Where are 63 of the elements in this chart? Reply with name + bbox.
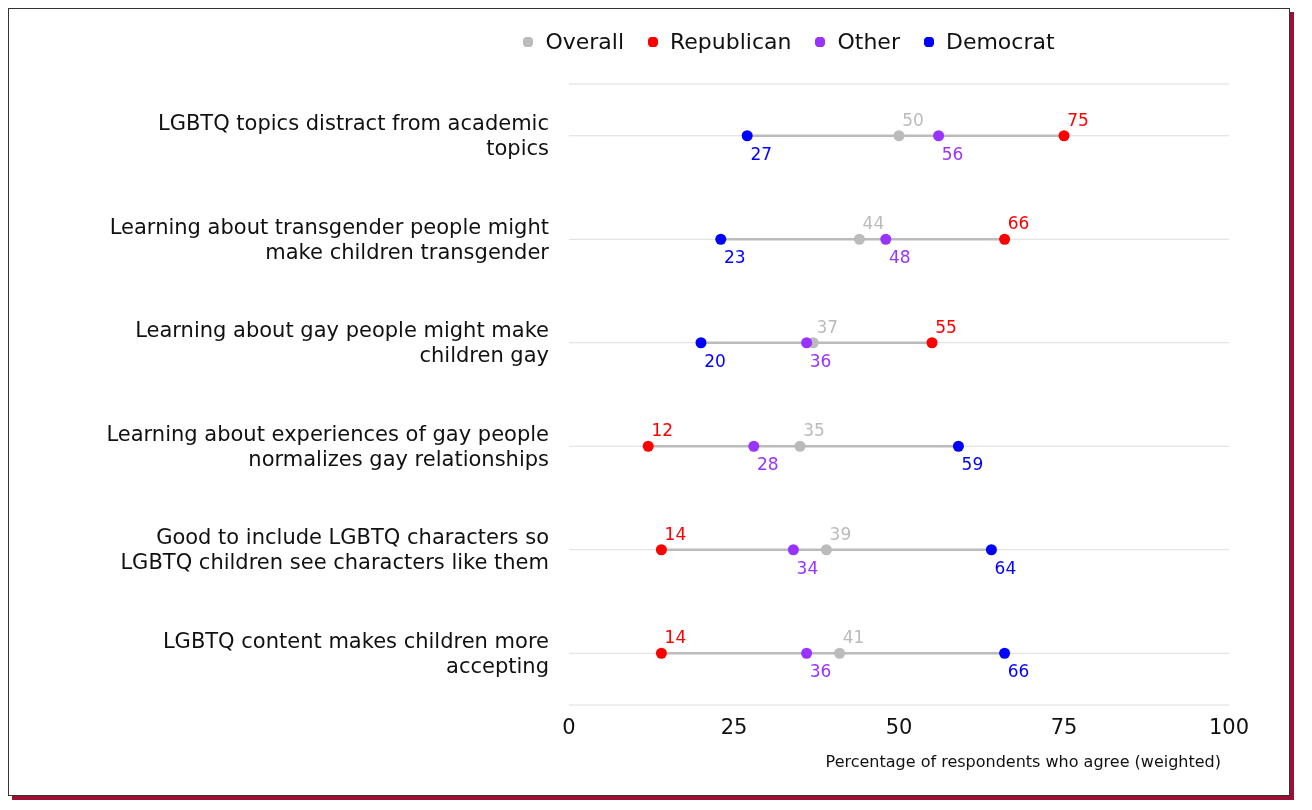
point bbox=[695, 337, 707, 349]
data-label: 50 bbox=[902, 109, 924, 130]
data-label: 75 bbox=[1067, 109, 1089, 130]
point bbox=[801, 337, 813, 349]
point bbox=[820, 544, 832, 556]
y-tick-label: Learning about gay people might make children gay bbox=[135, 318, 549, 368]
data-label: 20 bbox=[704, 350, 726, 371]
y-tick-label: Good to include LGBTQ characters so LGBTQ children see characters like them bbox=[120, 525, 549, 575]
point bbox=[1058, 130, 1070, 142]
x-tick-label: 100 bbox=[1208, 714, 1250, 739]
legend-label: Other bbox=[836, 29, 900, 54]
data-label: 66 bbox=[1007, 661, 1030, 682]
point bbox=[655, 544, 667, 556]
data-label: 59 bbox=[961, 454, 984, 475]
data-label: 23 bbox=[723, 247, 746, 268]
data-label: 39 bbox=[829, 523, 852, 544]
data-label: 27 bbox=[750, 143, 773, 164]
data-label: 14 bbox=[664, 523, 687, 544]
data-label: 36 bbox=[809, 350, 832, 371]
data-label: 12 bbox=[651, 420, 674, 441]
point bbox=[985, 544, 997, 556]
y-tick-label: Learning about experiences of gay people normalizes gay relationships bbox=[106, 421, 549, 471]
x-axis-title: Percentage of respondents who agree (weighted) bbox=[825, 752, 1221, 771]
point bbox=[801, 647, 813, 659]
point bbox=[794, 440, 806, 452]
point bbox=[655, 647, 667, 659]
data-label: 55 bbox=[935, 316, 957, 337]
point bbox=[741, 130, 753, 142]
point bbox=[715, 233, 727, 245]
point bbox=[787, 544, 799, 556]
point bbox=[642, 440, 654, 452]
data-label: 36 bbox=[809, 661, 832, 682]
point bbox=[748, 440, 760, 452]
point bbox=[853, 233, 865, 245]
x-tick-label: 25 bbox=[720, 714, 748, 739]
data-label: 66 bbox=[1007, 213, 1030, 234]
y-tick-label: LGBTQ topics distract from academic topics bbox=[157, 111, 549, 161]
legend-label: Overall bbox=[544, 29, 625, 54]
x-tick-label: 50 bbox=[885, 714, 913, 739]
x-tick-label: 75 bbox=[1050, 714, 1078, 739]
data-label: 37 bbox=[816, 316, 839, 337]
legend-label: Republican bbox=[669, 29, 792, 54]
data-label: 56 bbox=[941, 143, 964, 164]
legend-label: Democrat bbox=[944, 29, 1055, 54]
point bbox=[834, 647, 846, 659]
data-label: 34 bbox=[796, 557, 819, 578]
y-tick-label: LGBTQ content makes children more accepting bbox=[162, 628, 549, 678]
point bbox=[999, 233, 1011, 245]
data-label: 48 bbox=[888, 247, 911, 268]
point bbox=[893, 130, 905, 142]
point bbox=[999, 647, 1011, 659]
point bbox=[926, 337, 938, 349]
point bbox=[880, 233, 892, 245]
data-label: 44 bbox=[862, 213, 885, 234]
point bbox=[952, 440, 964, 452]
x-tick-label: 0 bbox=[562, 714, 576, 739]
data-label: 64 bbox=[994, 557, 1017, 578]
data-label: 35 bbox=[803, 420, 825, 441]
data-label: 41 bbox=[842, 627, 865, 648]
point bbox=[933, 130, 945, 142]
data-label: 28 bbox=[756, 454, 779, 475]
data-label: 14 bbox=[664, 627, 687, 648]
y-tick-label: Learning about transgender people might make children transgender bbox=[109, 214, 550, 264]
